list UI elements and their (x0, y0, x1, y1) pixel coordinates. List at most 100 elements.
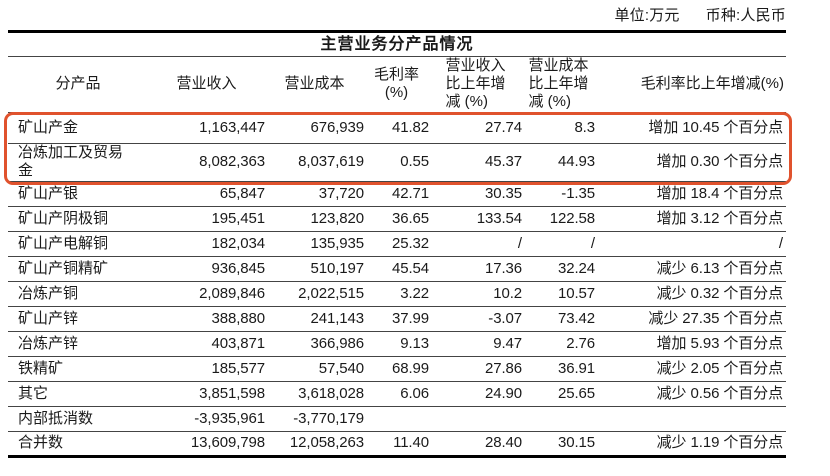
margin-change-cell: 增加 3.12 个百分点 (595, 206, 786, 232)
revenue-cell: 388,880 (148, 306, 265, 332)
table-row-mine-copper-concentrate: 矿山产铜精矿 936,845 510,197 45.54 17.36 32.24… (8, 256, 786, 282)
cost-cell: 37,720 (265, 181, 364, 207)
col-header-cost: 营业成本 (265, 57, 364, 113)
margin-cell: 37.99 (364, 306, 429, 332)
table-header: 分产品 营业收入 营业成本 毛利率 (%) 营业收入 比上年增 减 (%) 营业… (8, 57, 786, 113)
col-header-cost-change: 营业成本 比上年增 减 (%) (522, 57, 595, 113)
revenue-change-cell: 9.47 (429, 331, 522, 357)
revenue-change-cell: / (429, 231, 522, 257)
table-row-mine-gold: 矿山产金 1,163,447 676,939 41.82 27.74 8.3 增… (8, 112, 786, 144)
table-row-smelted-zinc: 冶炼产锌 403,871 366,986 9.13 9.47 2.76 增加 5… (8, 331, 786, 357)
revenue-change-cell: 27.86 (429, 356, 522, 382)
col-header-label: 营业收入 (176, 75, 237, 93)
product-cell: 冶炼产铜 (8, 281, 148, 307)
margin-change-cell: 减少 6.13 个百分点 (595, 256, 786, 282)
currency-label: 币种:人民币 (705, 7, 786, 24)
product-cell: 冶炼加工及贸易金 (8, 143, 148, 182)
margin-change-cell: 增加 10.45 个百分点 (595, 112, 786, 144)
revenue-change-cell: 45.37 (429, 143, 522, 182)
table-row-smelting-trade-gold: 冶炼加工及贸易金 8,082,363 8,037,619 0.55 45.37 … (8, 143, 786, 182)
revenue-cell: 3,851,598 (148, 381, 265, 407)
margin-cell: 42.71 (364, 181, 429, 207)
col-header-gross-margin: 毛利率 (%) (364, 57, 429, 113)
product-cell: 合并数 (8, 431, 148, 458)
cost-change-cell: 73.42 (522, 306, 595, 332)
table-row-mine-electrolytic-copper: 矿山产电解铜 182,034 135,935 25.32 / / / (8, 231, 786, 257)
cost-cell: 366,986 (265, 331, 364, 357)
table-row-mine-silver: 矿山产银 65,847 37,720 42.71 30.35 -1.35 增加 … (8, 181, 786, 207)
revenue-cell: 8,082,363 (148, 143, 265, 182)
margin-change-cell: 减少 1.19 个百分点 (595, 431, 786, 458)
revenue-cell: 936,845 (148, 256, 265, 282)
margin-change-cell: 减少 27.35 个百分点 (595, 306, 786, 332)
table-title: 主营业务分产品情况 (8, 33, 786, 57)
table-row-internal-elimination: 内部抵消数 -3,935,961 -3,770,179 (8, 406, 786, 432)
cost-cell: 57,540 (265, 356, 364, 382)
col-header-label: 毛利率 (%) (373, 66, 419, 102)
table-row-smelted-copper: 冶炼产铜 2,089,846 2,022,515 3.22 10.2 10.57… (8, 281, 786, 307)
revenue-change-cell: -3.07 (429, 306, 522, 332)
revenue-change-cell: 30.35 (429, 181, 522, 207)
cost-cell: -3,770,179 (265, 406, 364, 432)
cost-cell: 135,935 (265, 231, 364, 257)
margin-change-cell: 减少 2.05 个百分点 (595, 356, 786, 382)
col-header-revenue-change: 营业收入 比上年增 减 (%) (429, 57, 522, 113)
unit-label: 单位:万元 (614, 7, 680, 24)
margin-cell: 3.22 (364, 281, 429, 307)
margin-change-cell: 减少 0.56 个百分点 (595, 381, 786, 407)
cost-change-cell: 25.65 (522, 381, 595, 407)
col-header-label: 营业成本 比上年增 减 (%) (528, 57, 589, 111)
col-header-label: 分产品 (55, 75, 101, 93)
cost-cell: 3,618,028 (265, 381, 364, 407)
margin-cell: 11.40 (364, 431, 429, 458)
cost-change-cell: 44.93 (522, 143, 595, 182)
revenue-cell: 2,089,846 (148, 281, 265, 307)
margin-cell: 41.82 (364, 112, 429, 144)
product-cell: 矿山产阴极铜 (8, 206, 148, 232)
margin-change-cell: 增加 5.93 个百分点 (595, 331, 786, 357)
table-row-mine-cathode-copper: 矿山产阴极铜 195,451 123,820 36.65 133.54 122.… (8, 206, 786, 232)
cost-cell: 241,143 (265, 306, 364, 332)
table-row-consolidated-total: 合并数 13,609,798 12,058,263 11.40 28.40 30… (8, 431, 786, 458)
revenue-cell: 185,577 (148, 356, 265, 382)
col-header-revenue: 营业收入 (148, 57, 265, 113)
table-row-mine-zinc: 矿山产锌 388,880 241,143 37.99 -3.07 73.42 减… (8, 306, 786, 332)
revenue-cell: -3,935,961 (148, 406, 265, 432)
margin-change-cell: / (595, 231, 786, 257)
revenue-cell: 182,034 (148, 231, 265, 257)
revenue-change-cell: 28.40 (429, 431, 522, 458)
cost-cell: 8,037,619 (265, 143, 364, 182)
cost-change-cell: 32.24 (522, 256, 595, 282)
col-header-label: 毛利率比上年增减(%) (640, 75, 784, 93)
cost-change-cell: 122.58 (522, 206, 595, 232)
margin-cell: 25.32 (364, 231, 429, 257)
margin-cell: 9.13 (364, 331, 429, 357)
cost-cell: 510,197 (265, 256, 364, 282)
cost-change-cell: 36.91 (522, 356, 595, 382)
table-body: 矿山产金 1,163,447 676,939 41.82 27.74 8.3 增… (8, 112, 786, 458)
product-cell: 矿山产金 (8, 112, 148, 144)
product-cell: 矿山产锌 (8, 306, 148, 332)
revenue-change-cell: 133.54 (429, 206, 522, 232)
product-cell: 冶炼产锌 (8, 331, 148, 357)
margin-change-cell: 增加 18.4 个百分点 (595, 181, 786, 207)
cost-change-cell: 10.57 (522, 281, 595, 307)
cost-change-cell (522, 406, 595, 432)
col-header-margin-change: 毛利率比上年增减(%) (595, 57, 786, 113)
product-cell: 铁精矿 (8, 356, 148, 382)
unit-currency-line: 单位:万元 币种:人民币 (614, 4, 786, 25)
cost-change-cell: / (522, 231, 595, 257)
margin-cell: 36.65 (364, 206, 429, 232)
revenue-cell: 403,871 (148, 331, 265, 357)
cost-change-cell: 8.3 (522, 112, 595, 144)
product-cell: 内部抵消数 (8, 406, 148, 432)
revenue-change-cell: 17.36 (429, 256, 522, 282)
cost-cell: 676,939 (265, 112, 364, 144)
cost-change-cell: 30.15 (522, 431, 595, 458)
margin-cell: 45.54 (364, 256, 429, 282)
cost-cell: 12,058,263 (265, 431, 364, 458)
col-header-product: 分产品 (8, 57, 148, 113)
cost-cell: 123,820 (265, 206, 364, 232)
revenue-change-cell: 10.2 (429, 281, 522, 307)
